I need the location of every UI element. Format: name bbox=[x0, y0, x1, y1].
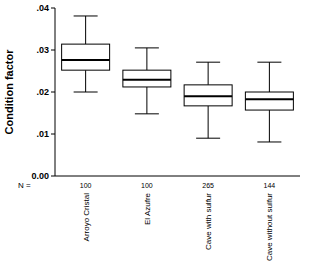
x-axis bbox=[55, 176, 300, 177]
chart-container: 0.00 .01 .02 .03 .04 Condition factor N = 100 10… bbox=[0, 0, 317, 267]
lower-cap bbox=[74, 92, 98, 93]
n-label: N = bbox=[18, 181, 31, 190]
box bbox=[184, 85, 232, 106]
median bbox=[184, 95, 232, 97]
y-tick-label: .04 bbox=[36, 3, 49, 13]
median bbox=[245, 98, 293, 100]
y-tick bbox=[51, 176, 55, 177]
category-label: Cave without sulfur bbox=[265, 193, 274, 261]
n-value: 265 bbox=[202, 182, 214, 189]
upper-cap bbox=[135, 47, 159, 48]
n-value: 144 bbox=[264, 182, 276, 189]
upper-cap bbox=[74, 15, 98, 16]
y-tick bbox=[51, 8, 55, 9]
lower-whisker bbox=[269, 110, 270, 142]
box bbox=[62, 44, 110, 70]
lower-whisker bbox=[85, 70, 86, 92]
y-tick-label: .02 bbox=[36, 87, 49, 97]
y-axis-label: Condition factor bbox=[3, 49, 15, 135]
y-tick-label: .03 bbox=[36, 45, 49, 55]
lower-whisker bbox=[208, 106, 209, 138]
box bbox=[123, 70, 171, 87]
lower-cap bbox=[257, 141, 281, 142]
chart: 0.00 .01 .02 .03 .04 Condition factor N = 100 10… bbox=[0, 0, 317, 267]
box bbox=[245, 92, 293, 110]
y-tick-label: .01 bbox=[36, 129, 49, 139]
y-tick bbox=[51, 50, 55, 51]
y-tick-label: 0.00 bbox=[31, 171, 49, 181]
lower-whisker bbox=[146, 87, 147, 114]
upper-cap bbox=[196, 62, 220, 63]
boxes bbox=[62, 16, 294, 142]
median bbox=[123, 79, 171, 81]
category-label: Arroyo Cristal bbox=[82, 193, 91, 242]
n-value: 100 bbox=[141, 182, 153, 189]
upper-whisker bbox=[85, 16, 86, 44]
lower-cap bbox=[196, 138, 220, 139]
upper-cap bbox=[257, 62, 281, 63]
n-value: 100 bbox=[80, 182, 92, 189]
y-tick bbox=[51, 92, 55, 93]
upper-whisker bbox=[269, 62, 270, 92]
lower-cap bbox=[135, 113, 159, 114]
category-label: Cave with sulfur bbox=[204, 193, 213, 250]
median bbox=[62, 59, 110, 61]
upper-whisker bbox=[208, 62, 209, 85]
category-label: El Azufre bbox=[143, 192, 152, 225]
y-tick bbox=[51, 134, 55, 135]
upper-whisker bbox=[146, 48, 147, 70]
